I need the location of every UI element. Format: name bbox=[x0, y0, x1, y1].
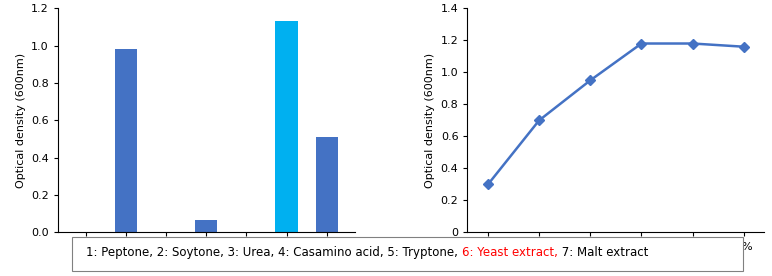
Text: 1: Peptone, 2: Soytone, 3: Urea, 4: Casamino acid, 5: Tryptone,: 1: Peptone, 2: Soytone, 3: Urea, 4: Casa… bbox=[86, 246, 462, 259]
Bar bbox=[115, 49, 137, 232]
Y-axis label: Optical density (600nm): Optical density (600nm) bbox=[425, 53, 435, 188]
Bar bbox=[195, 220, 218, 232]
Text: 7: Malt extract: 7: Malt extract bbox=[557, 246, 648, 259]
Bar bbox=[276, 21, 297, 232]
Text: 6: Yeast extract,: 6: Yeast extract, bbox=[462, 246, 557, 259]
X-axis label: Yeast extract: Yeast extract bbox=[580, 257, 652, 267]
FancyBboxPatch shape bbox=[72, 237, 743, 271]
Bar bbox=[316, 137, 337, 232]
Y-axis label: Optical density (600nm): Optical density (600nm) bbox=[15, 53, 25, 188]
